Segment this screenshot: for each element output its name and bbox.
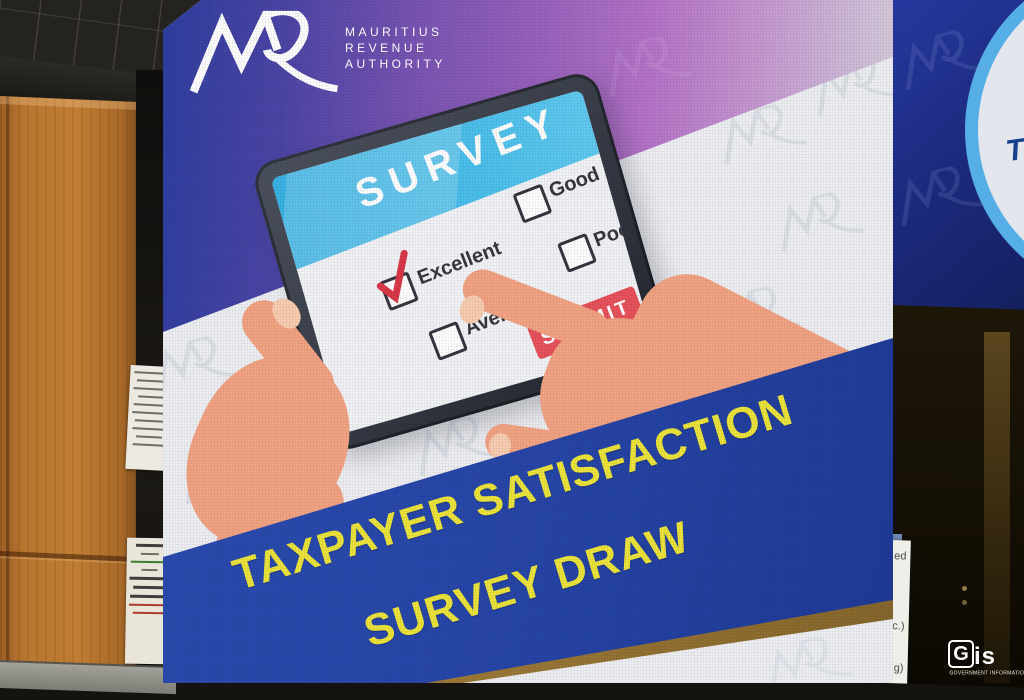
door-hardware-dot xyxy=(962,600,967,605)
option-label-good: Good xyxy=(545,163,603,203)
paper-fragment: c.) xyxy=(892,620,905,633)
mra-org-name: MAURITIUS REVENUE AUTHORITY xyxy=(345,25,446,71)
mr-watermark-icon xyxy=(770,186,866,255)
checkbox-average xyxy=(427,320,469,361)
survey-options: Excellent Good Average Poor SUBMIT xyxy=(271,90,655,434)
mra-monogram-icon xyxy=(189,2,339,106)
red-checkmark-icon xyxy=(365,248,423,309)
gis-is-text: is xyxy=(974,643,997,670)
gis-caption: GOVERNMENT INFORMATION SERVICE xyxy=(948,670,1024,677)
wood-groove-vertical xyxy=(6,96,9,684)
mra-logo: MAURITIUS REVENUE AUTHORITY xyxy=(189,2,446,106)
gis-g-box: G xyxy=(948,640,974,668)
tablet-screen: SURVEY Excellent Good Average Poor SUBMI… xyxy=(270,89,655,434)
gray-ledge xyxy=(0,660,176,695)
mra-survey-banner: MAURITIUS REVENUE AUTHORITY SURVEY Excel… xyxy=(163,0,893,683)
mr-watermark-icon xyxy=(893,160,986,229)
checkbox-good xyxy=(512,183,553,224)
second-banner-text: Ta xyxy=(1003,130,1024,169)
second-banner-navy: Ta xyxy=(893,0,1024,312)
mr-watermark-icon xyxy=(758,630,854,699)
paper-fragment: ed xyxy=(894,550,907,563)
option-label-poor: Poor xyxy=(590,214,642,252)
door-hardware-dot xyxy=(962,586,967,591)
wood-grain xyxy=(0,96,140,690)
tablet-illustration: SURVEY Excellent Good Average Poor SUBMI… xyxy=(249,68,676,455)
checkbox-poor xyxy=(556,232,598,273)
door-frame xyxy=(984,332,1010,683)
gis-logo: G is GOVERNMENT INFORMATION SERVICE xyxy=(948,640,1024,679)
wooden-wall-panel xyxy=(0,96,140,690)
